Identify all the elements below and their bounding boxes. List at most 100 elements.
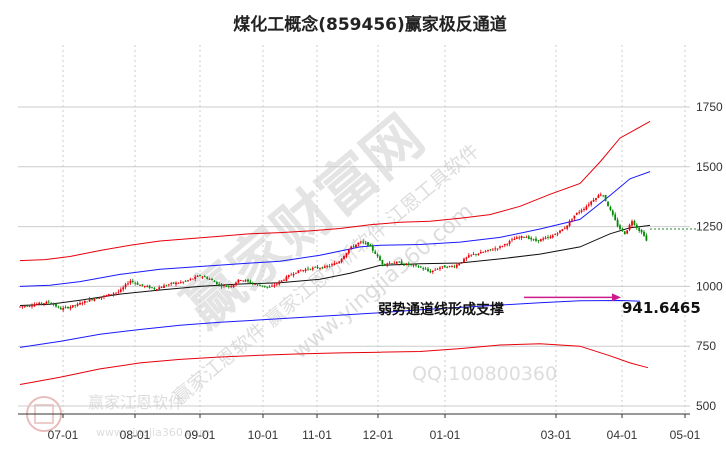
candle-body	[575, 212, 578, 215]
candle-body	[501, 246, 504, 247]
candle-body	[542, 238, 545, 240]
candle-body	[131, 280, 134, 282]
candle-body	[170, 282, 173, 284]
candle-body	[599, 194, 602, 196]
candle-body	[323, 266, 326, 268]
candle-body	[590, 201, 593, 205]
candle-body	[314, 266, 317, 268]
candle-body	[151, 287, 153, 289]
candle-body	[194, 276, 197, 279]
y-tick-label: 1250	[696, 220, 723, 234]
candle-body	[232, 284, 235, 288]
candle-body	[645, 235, 648, 241]
candle-body	[259, 285, 261, 286]
watermark-logo-text: 赢家江恩软件	[88, 393, 184, 412]
candle-body	[76, 303, 79, 306]
candle-body	[439, 267, 441, 269]
candle-body	[57, 306, 60, 308]
candle-body	[283, 279, 285, 281]
candle-body	[523, 236, 525, 238]
candle-body	[237, 279, 240, 283]
candle-body	[410, 264, 413, 266]
candle-body	[189, 278, 192, 280]
candle-body	[441, 266, 444, 268]
candle-body	[415, 264, 417, 266]
candle-body	[223, 285, 225, 287]
candle-body	[470, 254, 473, 256]
candle-body	[290, 274, 293, 276]
candle-body	[479, 251, 482, 254]
candle-body	[643, 231, 645, 236]
candle-body	[489, 249, 492, 251]
candle-body	[263, 285, 266, 287]
watermark-qq: QQ:100800360	[412, 363, 557, 385]
candle-body	[81, 303, 84, 305]
candle-body	[280, 280, 283, 282]
annotation-arrow-head-icon	[612, 293, 621, 302]
x-tick-label: 12-01	[363, 428, 394, 442]
candle-body	[215, 281, 218, 285]
candle-body	[547, 237, 549, 238]
candle-body	[434, 269, 437, 271]
candle-body	[554, 234, 557, 235]
candle-body	[616, 219, 619, 227]
candle-body	[309, 268, 312, 270]
candle-body	[537, 240, 540, 242]
candle-body	[47, 301, 50, 303]
candle-body	[213, 281, 216, 282]
candle-body	[307, 268, 309, 270]
candle-body	[38, 302, 41, 305]
candle-body	[100, 296, 103, 299]
candle-body	[254, 284, 257, 285]
candle-body	[626, 230, 629, 234]
candle-body	[602, 195, 605, 197]
candle-body	[112, 293, 115, 295]
candle-body	[595, 198, 597, 200]
candle-body	[338, 261, 341, 264]
candle-body	[191, 278, 194, 280]
series-upper_red	[19, 120, 651, 262]
candle-body	[611, 210, 614, 215]
candle-body	[487, 249, 489, 251]
candle-body	[482, 252, 485, 253]
candle-body	[477, 253, 480, 255]
candle-body	[23, 306, 26, 307]
candle-body	[165, 285, 168, 287]
candle-body	[403, 264, 405, 266]
candle-body	[355, 244, 357, 248]
candle-body	[201, 276, 204, 278]
candle-body	[407, 263, 410, 265]
candle-body	[187, 280, 189, 282]
x-tick-label: 08-01	[120, 428, 151, 442]
candle-body	[321, 267, 324, 269]
candle-body	[43, 303, 45, 304]
candle-body	[527, 236, 530, 239]
candle-body	[297, 270, 300, 274]
candle-body	[196, 275, 199, 277]
candle-body	[160, 287, 163, 289]
candle-body	[604, 195, 607, 202]
series-lower_blue	[19, 299, 641, 348]
series-layer	[19, 120, 696, 385]
candle-body	[347, 249, 350, 254]
candle-body	[511, 239, 513, 241]
candle-body	[388, 262, 391, 264]
candle-body	[127, 283, 129, 285]
candle-body	[59, 307, 62, 310]
candle-body	[206, 277, 209, 279]
candle-body	[155, 289, 158, 290]
candle-body	[153, 287, 156, 290]
candle-body	[287, 275, 290, 278]
candle-body	[381, 260, 384, 265]
candle-body	[19, 306, 21, 308]
candle-body	[467, 255, 470, 258]
candle-body	[340, 258, 343, 263]
candle-body	[532, 239, 535, 241]
candle-body	[518, 237, 521, 239]
candle-body	[311, 267, 314, 270]
watermark-logo-url: www.yingjia360.com	[96, 426, 210, 439]
candle-body	[266, 286, 269, 288]
candle-body	[561, 229, 564, 232]
candle-body	[304, 269, 307, 272]
